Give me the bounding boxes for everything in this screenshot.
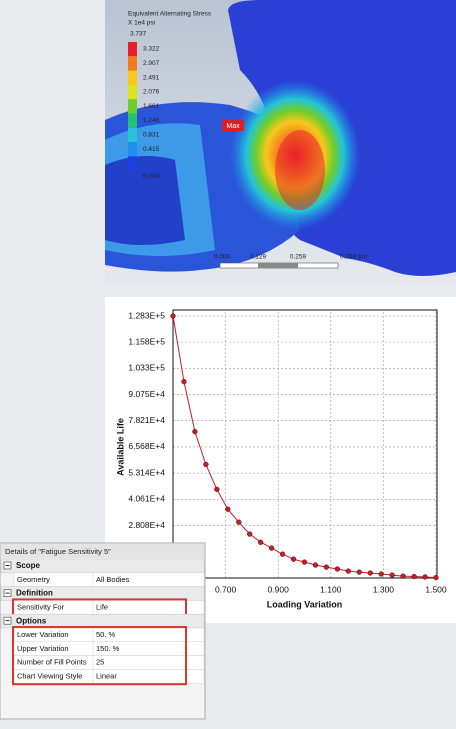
max-label: Max [226,123,240,130]
legend-value: 1.661 [143,103,160,110]
legend-value: 2.076 [143,89,160,96]
data-point [433,574,439,581]
y-tick-label: 6.568E+4 [128,441,165,451]
data-point [290,556,297,562]
panel-title: Details of "Fatigue Sensitivity 5" [5,547,111,556]
plot-frame [172,309,438,579]
data-point [422,574,428,580]
hot-core [275,130,325,210]
data-point [323,564,330,570]
shaft-band [105,156,185,245]
y-tick-label: 1.158E+5 [128,336,165,346]
scale-label: 0.000 [214,254,231,261]
x-tick-label: 1.100 [320,584,342,594]
scale-bar-segment [258,263,298,268]
data-point [301,559,308,565]
scale-label: 0.388 (in) [340,254,367,261]
legend-value: 0.415 [143,146,160,153]
legend-value: 1.246 [143,117,160,124]
data-point [236,519,242,525]
data-point [247,531,253,537]
data-point [356,569,362,575]
section-name: Scope [16,561,41,570]
y-tick-label: 7.821E+4 [128,415,165,425]
legend-swatch [128,156,137,171]
property-name: Upper Variation [17,644,69,653]
scale-label: 0.129 [250,254,267,261]
legend-units: X 1e4 psi [128,20,155,27]
data-point [312,562,319,568]
legend-swatch [128,84,137,100]
data-point [181,379,187,385]
property-value: All Bodies [96,575,130,584]
data-point [367,570,373,576]
x-axis-label: Loading Variation [267,599,343,609]
details-panel: Details of "Fatigue Sensitivity 5" Scope G… [0,542,206,720]
y-axis-label: Available Life [115,418,125,476]
legend-swatch [128,42,137,57]
y-tick-label: 2.808E+4 [128,520,165,530]
data-point [258,539,264,545]
legend-title: Equivalent Alternating Stress [128,11,212,18]
property-value: 150. % [96,644,120,653]
data-point [214,486,220,492]
data-point [192,428,198,435]
property-name: Geometry [17,575,50,584]
legend-value: 2.491 [143,74,160,81]
data-point [400,573,406,579]
data-point [170,313,176,319]
highlight-box [12,626,187,686]
legend-value: 3.322 [143,46,160,53]
x-tick-label: 1.500 [425,584,447,594]
y-tick-label: 1.283E+5 [128,310,165,320]
data-point [411,573,417,580]
property-value: Life [96,602,108,611]
y-tick-label: 1.033E+5 [128,363,165,373]
data-point [203,461,209,468]
section-name: Options [16,616,47,625]
legend-swatch [128,113,137,128]
legend-swatch [128,70,137,85]
property-value: 25 [96,658,104,667]
property-name: Lower Variation [17,630,69,639]
data-point [345,568,351,574]
property-name: Number of Fill Points [17,658,87,667]
data-point [389,572,395,578]
property-value: 50. % [96,630,116,639]
legend-swatch [128,56,137,71]
x-tick-label: 0.700 [215,584,237,594]
legend-value: 2.907 [143,60,160,67]
panel-title-bar [1,544,204,558]
data-point [279,551,286,557]
data-point [378,571,384,577]
data-point [334,566,341,572]
property-name: Chart Viewing Style [17,671,82,680]
section-name: Definition [16,589,53,598]
data-point [225,506,231,512]
property-value: Linear [96,671,117,680]
legend-value: 0.831 [143,132,160,139]
y-tick-label: 9.075E+4 [128,389,165,399]
legend-value: 0.000 [143,173,160,180]
x-tick-label: 1.300 [373,584,395,594]
legend-max: 3.737 [130,31,147,38]
max-marker [222,120,244,131]
legend-swatch [128,99,137,114]
data-point [268,545,275,551]
legend-swatch [128,142,137,157]
y-tick-label: 4.061E+4 [128,494,165,504]
y-tick-label: 5.314E+4 [128,467,165,477]
triad [428,258,448,272]
legend-swatch [128,127,137,143]
x-tick-label: 0.900 [268,584,290,594]
property-name: Sensitivity For [17,602,65,611]
stress-view: Equivalent Alternating Stress X 1e4 psi 3.… [105,0,456,286]
scale-label: 0.259 [290,254,307,261]
